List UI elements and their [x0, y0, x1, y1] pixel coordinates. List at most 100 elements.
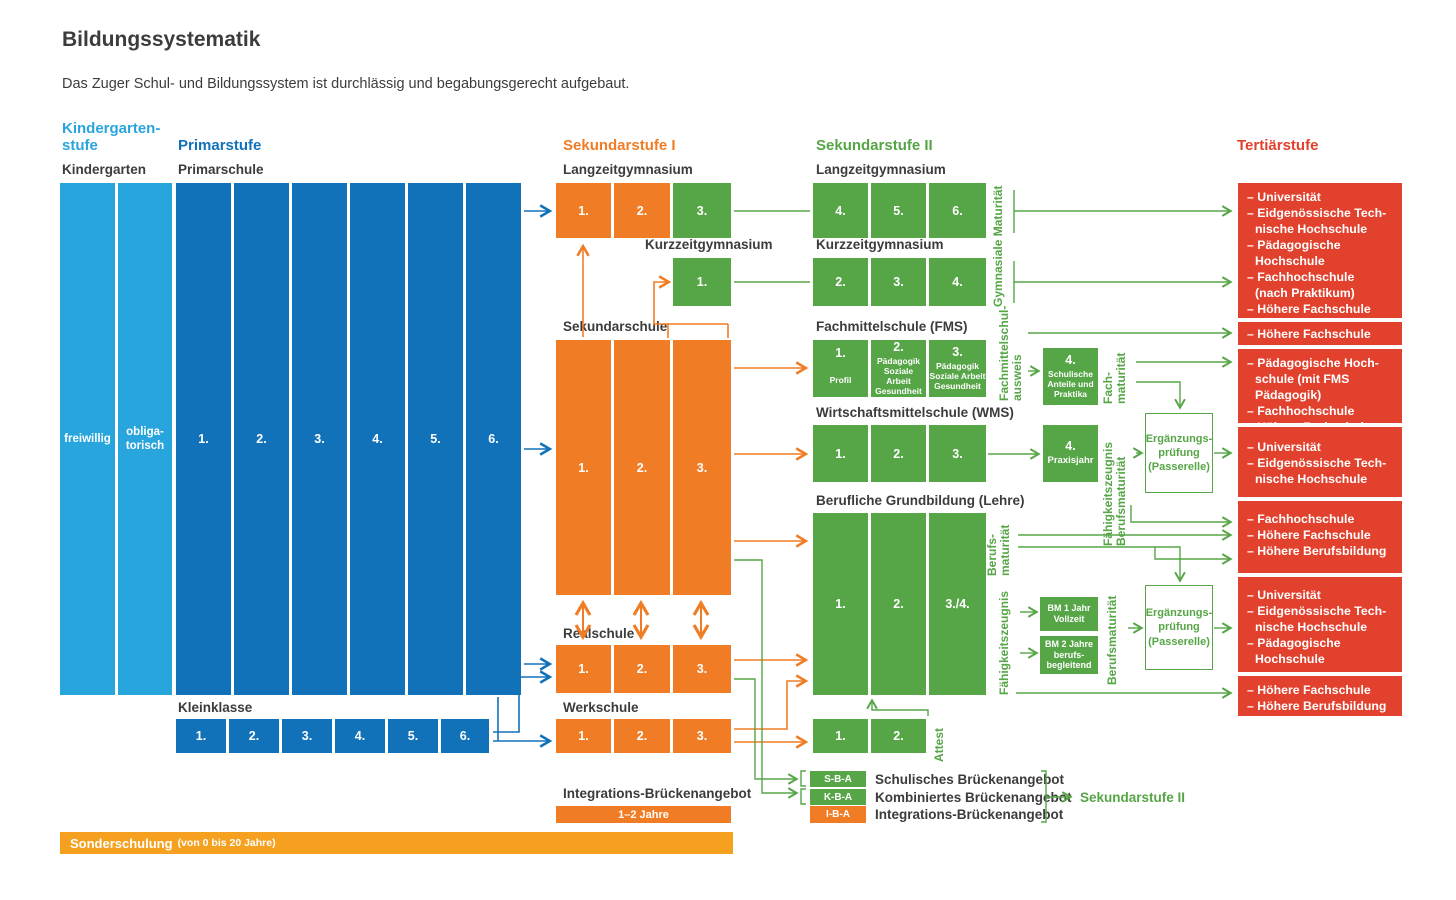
sek1-kurzzeitgym-grade-box: 1.: [673, 258, 731, 306]
wms-grade-box: 1.: [813, 425, 868, 482]
label-integrations-brueckenangebot: Integrations-Brückenangebot: [563, 786, 752, 801]
kindergarten-col-freiwillig: freiwillig: [60, 183, 115, 695]
fms-box-4: 4. Schulische Anteile und Praktika: [1043, 348, 1098, 405]
tertiaer-box-5: – Fachhochschule – Höhere Fachschule – H…: [1238, 501, 1402, 573]
label-berufliche-grundbildung: Berufliche Grundbildung (Lehre): [816, 493, 1025, 508]
sek2-langzeitgym-grade-box: 5.: [871, 183, 926, 238]
werkschule-grade-box: 2.: [614, 719, 670, 753]
tertiaer-box-3: – Pädagogische Hoch- schule (mit FMS Päd…: [1238, 349, 1402, 434]
vlabel-faehigkeitszeugnis-berufsmaturitaet: Fähigkeitszeugnis Berufsmaturität: [1101, 441, 1128, 546]
fms-box-num: 3.: [952, 344, 963, 359]
tertiaer-item: – Fachhochschule: [1247, 404, 1355, 418]
tertiaer-item: – Pädagogische Hochschule: [1247, 238, 1341, 268]
tertiaer-item: – Eidgenössische Tech- nische Hochschule: [1247, 456, 1387, 486]
werkschule-grade-box: 3.: [673, 719, 731, 753]
label-primarschule: Primarschule: [178, 162, 264, 177]
header-sekundarstufe-2: Sekundarstufe II: [816, 137, 933, 154]
header-tertiaerstufe: Tertiärstufe: [1237, 137, 1319, 154]
passerelle-box-1: Ergänzungs- prüfung (Passerelle): [1145, 413, 1213, 493]
fms-box-sub: Pädagogik Soziale Arbeit Gesundheit: [929, 360, 986, 391]
primarschule-grade-box: 6.: [466, 183, 521, 695]
primarschule-grade-box: 3.: [292, 183, 347, 695]
sek1-langzeitgym-grade-box: 2.: [614, 183, 670, 238]
vlabel-faehigkeitszeugnis: Fähigkeitszeugnis: [997, 590, 1011, 695]
tertiaer-box-2: – Höhere Fachschule: [1238, 322, 1402, 345]
fms-box-sub: Pädagogik Soziale Arbeit Gesundheit: [875, 355, 922, 397]
bm2-box: BM 2 Jahre berufs- begleitend: [1040, 636, 1098, 674]
chip-sba: S-B-A: [810, 771, 866, 787]
sek2-kurzzeitgym-grade-box: 3.: [871, 258, 926, 306]
iba-duration-bar: 1–2 Jahre: [556, 806, 731, 823]
primarschule-grade-box: 1.: [176, 183, 231, 695]
tertiaer-item: – Höhere Fachschule: [1247, 302, 1371, 316]
bm1-box: BM 1 Jahr Vollzeit: [1040, 597, 1098, 631]
tertiaer-box-4: – Universität – Eidgenössische Tech- nis…: [1238, 427, 1402, 497]
sekundarschule-grade-box: 2.: [614, 340, 670, 595]
tertiaer-item: – Fachhochschule: [1247, 512, 1355, 526]
kindergarten-col-obligatorisch: obliga- torisch: [118, 183, 172, 695]
label-kindergarten: Kindergarten: [62, 162, 147, 177]
vlabel-gymnasiale-maturitaet: Gymnasiale Maturität: [991, 185, 1005, 307]
bgl-grade-box: 2.: [871, 513, 926, 695]
label-wirtschaftsmittelschule: Wirtschaftsmittelschule (WMS): [816, 405, 1014, 420]
label-kurzzeitgymnasium-sek2: Kurzzeitgymnasium: [816, 237, 944, 252]
page-subtitle: Das Zuger Schul- und Bildungssystem ist …: [62, 76, 630, 92]
kleinklasse-grade-box: 3.: [282, 719, 332, 753]
realschule-grade-box: 1.: [556, 645, 611, 693]
sekundarschule-grade-box: 1.: [556, 340, 611, 595]
vlabel-berufsmaturitaet-bgl: Berufs- maturität: [985, 524, 1012, 576]
vlabel-attest: Attest: [932, 727, 946, 762]
header-sekundarstufe-1: Sekundarstufe I: [563, 137, 676, 154]
legend-schulisches-brueckenangebot: Schulisches Brückenangebot: [875, 772, 1065, 787]
kleinklasse-grade-box: 5.: [388, 719, 438, 753]
label-sekundarschule: Sekundarschule: [563, 319, 668, 334]
tertiaer-item: – Pädagogische Hoch- schule (mit FMS Päd…: [1247, 356, 1379, 402]
label-langzeitgymnasium-sek1: Langzeitgymnasium: [563, 162, 693, 177]
page-title: Bildungssystematik: [62, 28, 261, 51]
tertiaer-item: – Höhere Fachschule: [1247, 326, 1371, 341]
sonderschulung-note: (von 0 bis 20 Jahre): [177, 837, 276, 849]
sek2-langzeitgym-grade-box: 6.: [929, 183, 986, 238]
label-werkschule: Werkschule: [563, 700, 639, 715]
legend-kombiniertes-brueckenangebot: Kombiniertes Brückenangebot: [875, 790, 1072, 805]
fms-box-2: 2. Pädagogik Soziale Arbeit Gesundheit: [871, 340, 926, 397]
fms-box-num: 2.: [893, 339, 904, 354]
kleinklasse-grade-box: 2.: [229, 719, 279, 753]
vlabel-berufsmaturitaet-bm: Berufsmaturität: [1105, 595, 1119, 685]
bgl-grade-box: 1.: [813, 513, 868, 695]
header-primarstufe: Primarstufe: [178, 137, 262, 154]
sonderschulung-label: Sonderschulung: [70, 835, 173, 851]
primarschule-grade-box: 4.: [350, 183, 405, 695]
sek2-kurzzeitgym-grade-box: 4.: [929, 258, 986, 306]
sonderschulung-bar: Sonderschulung (von 0 bis 20 Jahre): [60, 832, 733, 854]
fms-box-1: 1. Profil: [813, 340, 868, 397]
kleinklasse-grade-box: 6.: [441, 719, 489, 753]
sek2-langzeitgym-grade-box: 4.: [813, 183, 868, 238]
tertiaer-item: – Eidgenössische Tech- nische Hochschule: [1247, 206, 1387, 236]
realschule-grade-box: 3.: [673, 645, 731, 693]
bgl-grade-box: 3./4.: [929, 513, 986, 695]
primarschule-grade-box: 5.: [408, 183, 463, 695]
kleinklasse-grade-box: 1.: [176, 719, 226, 753]
kleinklasse-grade-box: 4.: [335, 719, 385, 753]
fms-box-num: 4.: [1065, 352, 1076, 367]
attest-grade-box: 1.: [813, 719, 868, 753]
fms-box-3: 3. Pädagogik Soziale Arbeit Gesundheit: [929, 340, 986, 397]
tertiaer-item: – Eidgenössische Tech- nische Hochschule: [1247, 604, 1387, 634]
wms-box-4-praxisjahr: 4. Praxisjahr: [1043, 425, 1098, 482]
fms-box-sub: Schulische Anteile und Praktika: [1047, 368, 1094, 399]
realschule-grade-box: 2.: [614, 645, 670, 693]
chip-kba: K-B-A: [810, 789, 866, 805]
chip-iba: I-B-A: [810, 806, 866, 823]
sek1-langzeitgym-grade-box: 1.: [556, 183, 611, 238]
label-kleinklasse: Kleinklasse: [178, 700, 253, 715]
fms-box-num: 1.: [835, 346, 846, 360]
wms-grade-box: 3.: [929, 425, 986, 482]
tertiaer-item: – Höhere Fachschule: [1247, 683, 1371, 697]
tertiaer-item: – Universität: [1247, 588, 1321, 602]
tertiaer-item: – Höhere Fachschule: [1247, 528, 1371, 542]
tertiaer-box-1: – Universität – Eidgenössische Tech- nis…: [1238, 183, 1402, 318]
label-langzeitgymnasium-sek2: Langzeitgymnasium: [816, 162, 946, 177]
sek2-kurzzeitgym-grade-box: 2.: [813, 258, 868, 306]
